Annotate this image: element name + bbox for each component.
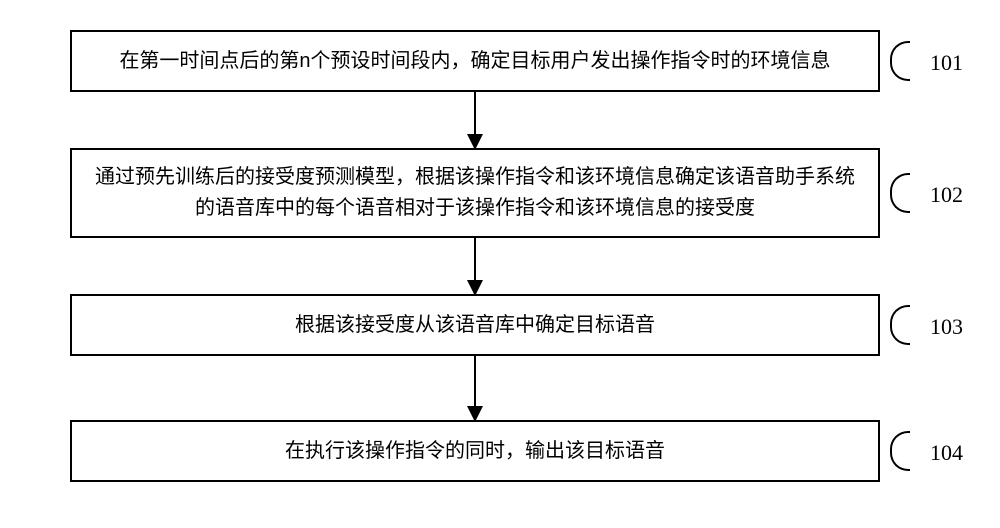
flow-step-103-label: 103 xyxy=(930,314,963,340)
flow-step-104-label: 104 xyxy=(930,440,963,466)
label-brace-101 xyxy=(890,41,910,81)
flow-step-104: 在执行该操作指令的同时，输出该目标语音 xyxy=(70,420,880,482)
label-brace-103 xyxy=(890,305,910,345)
flow-step-101-text: 在第一时间点后的第n个预设时间段内，确定目标用户发出操作指令时的环境信息 xyxy=(119,46,830,77)
flow-step-102-text: 通过预先训练后的接受度预测模型，根据该操作指令和该环境信息确定该语音助手系统 的… xyxy=(95,162,855,224)
label-brace-104 xyxy=(890,431,910,471)
flow-step-103: 根据该接受度从该语音库中确定目标语音 xyxy=(70,294,880,356)
flow-step-102-label: 102 xyxy=(930,182,963,208)
flow-step-102-line1: 通过预先训练后的接受度预测模型，根据该操作指令和该环境信息确定该语音助手系统 xyxy=(95,162,855,193)
label-brace-102 xyxy=(890,173,910,213)
flow-step-102-line2: 的语音库中的每个语音相对于该操作指令和该环境信息的接受度 xyxy=(95,193,855,224)
flow-step-103-text: 根据该接受度从该语音库中确定目标语音 xyxy=(295,310,655,341)
flow-step-101-label: 101 xyxy=(930,50,963,76)
flow-step-102: 通过预先训练后的接受度预测模型，根据该操作指令和该环境信息确定该语音助手系统 的… xyxy=(70,148,880,238)
flow-step-104-text: 在执行该操作指令的同时，输出该目标语音 xyxy=(285,436,665,467)
flow-step-101: 在第一时间点后的第n个预设时间段内，确定目标用户发出操作指令时的环境信息 xyxy=(70,30,880,92)
flowchart-canvas: 在第一时间点后的第n个预设时间段内，确定目标用户发出操作指令时的环境信息 101… xyxy=(0,0,1000,528)
